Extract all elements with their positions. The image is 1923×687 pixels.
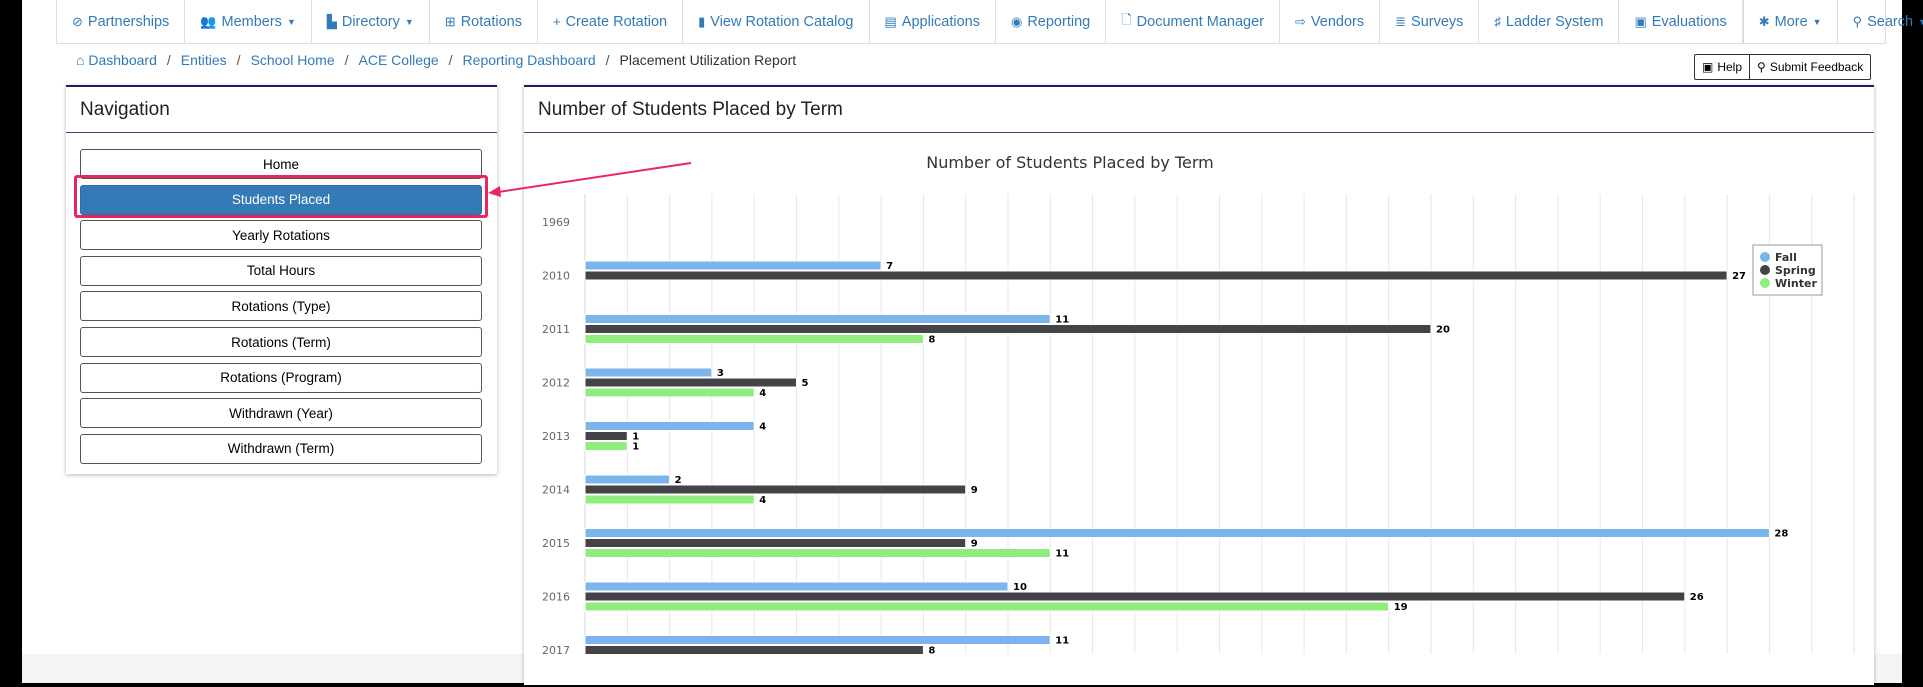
nav-label: Rotations bbox=[460, 13, 522, 30]
search-icon: ⚲ bbox=[1852, 13, 1863, 29]
nav-members[interactable]: 👥 Members ▼ bbox=[185, 0, 312, 43]
nav-rotations[interactable]: ⊞ Rotations bbox=[430, 0, 538, 43]
breadcrumb-label: Entities bbox=[180, 52, 227, 68]
chart-panel: Number of Students Placed by Term bbox=[524, 85, 1874, 685]
nav-label: Ladder System bbox=[1505, 13, 1604, 30]
help-button[interactable]: ▣ Help bbox=[1695, 55, 1749, 79]
id-card-icon: ▤ bbox=[884, 13, 897, 29]
nav-button-rotations-program[interactable]: Rotations (Program) bbox=[80, 362, 482, 393]
grid-icon: ⊞ bbox=[444, 13, 456, 29]
help-toolbar: ▣ Help ⚲ Submit Feedback bbox=[1694, 54, 1872, 80]
ladder-icon: ♯ bbox=[1494, 14, 1501, 29]
breadcrumb-label: Dashboard bbox=[88, 52, 157, 68]
nav-label: Applications bbox=[901, 13, 980, 30]
file-icon: 🗋 bbox=[1121, 11, 1132, 27]
nav-more[interactable]: ✱ More ▼ bbox=[1744, 0, 1838, 43]
nav-view-rotation-catalog[interactable]: ▮ View Rotation Catalog bbox=[683, 0, 870, 43]
feedback-icon: ⚲ bbox=[1757, 60, 1766, 74]
breadcrumb-separator: / bbox=[605, 52, 610, 68]
nav-label: View Rotation Catalog bbox=[710, 13, 854, 30]
breadcrumb-label: School Home bbox=[250, 52, 335, 68]
nav-partnerships[interactable]: ⊘ Partnerships bbox=[57, 0, 186, 43]
nav-vendors[interactable]: ⇨ Vendors bbox=[1280, 0, 1381, 43]
breadcrumb-separator: / bbox=[166, 52, 171, 68]
medkit-icon: ▣ bbox=[1702, 60, 1714, 74]
nav-button-students-placed[interactable]: Students Placed bbox=[80, 184, 482, 215]
breadcrumb-link[interactable]: School Home bbox=[251, 52, 335, 68]
breadcrumb-link[interactable]: ACE College bbox=[359, 52, 439, 68]
home-icon: ⌂ bbox=[76, 52, 89, 68]
help-label: Help bbox=[1717, 60, 1743, 74]
caret-down-icon: ▼ bbox=[404, 16, 414, 27]
feedback-label: Submit Feedback bbox=[1769, 60, 1864, 74]
breadcrumb-current: Placement Utilization Report bbox=[619, 52, 797, 68]
users-icon: 👥 bbox=[200, 13, 217, 29]
chart-panel-title: Number of Students Placed by Term bbox=[524, 87, 1874, 133]
caret-down-icon: ▼ bbox=[286, 16, 296, 27]
nav-label: Create Rotation bbox=[565, 13, 668, 30]
nav-ladder-system[interactable]: ♯ Ladder System bbox=[1479, 0, 1620, 43]
clipboard-icon: ▣ bbox=[1634, 13, 1647, 29]
caret-down-icon: ▼ bbox=[1918, 16, 1923, 27]
breadcrumb-separator: / bbox=[236, 52, 241, 68]
nav-button-yearly-rotations[interactable]: Yearly Rotations bbox=[80, 220, 482, 251]
nav-button-rotations-type[interactable]: Rotations (Type) bbox=[80, 291, 482, 322]
breadcrumb: ⌂ Dashboard / Entities / School Home / ACE Col… bbox=[76, 52, 796, 68]
nav-label: Search bbox=[1867, 13, 1914, 30]
link-icon: ⊘ bbox=[72, 13, 83, 29]
navbar-spacer bbox=[1742, 0, 1744, 43]
plus-icon: + bbox=[552, 14, 561, 29]
nav-evaluations[interactable]: ▣ Evaluations bbox=[1619, 0, 1743, 43]
nav-search[interactable]: ⚲ Search ▼ bbox=[1838, 0, 1923, 43]
breadcrumb-separator: / bbox=[344, 52, 349, 68]
nav-button-home[interactable]: Home bbox=[80, 149, 482, 179]
nav-label: More bbox=[1774, 13, 1808, 30]
breadcrumb-link[interactable]: Entities bbox=[181, 52, 227, 68]
nav-label: Directory bbox=[341, 13, 400, 30]
caret-down-icon: ▼ bbox=[1812, 16, 1822, 27]
nav-reporting[interactable]: ◉ Reporting bbox=[996, 0, 1107, 43]
breadcrumb-label: ACE College bbox=[358, 52, 439, 68]
list-icon: ≣ bbox=[1395, 13, 1407, 29]
directory-icon: ▙ bbox=[326, 13, 337, 29]
nav-label: Vendors bbox=[1310, 13, 1365, 30]
gear-icon: ✱ bbox=[1758, 13, 1770, 29]
nav-label: Partnerships bbox=[87, 13, 170, 30]
sign-in-icon: ⇨ bbox=[1295, 13, 1306, 29]
nav-document-manager[interactable]: 🗋 Document Manager bbox=[1106, 0, 1280, 43]
top-navbar: ⊘ Partnerships 👥 Members ▼ ▙ Directory ▼ ⊞ Rotati… bbox=[56, 0, 1923, 44]
nav-label: Members bbox=[221, 13, 282, 30]
book-icon: ▮ bbox=[698, 13, 706, 29]
nav-button-withdrawn-year[interactable]: Withdrawn (Year) bbox=[80, 398, 482, 429]
breadcrumb-link[interactable]: Reporting Dashboard bbox=[463, 52, 596, 68]
nav-label: Reporting bbox=[1027, 13, 1091, 30]
dashboard-icon: ◉ bbox=[1010, 13, 1023, 29]
nav-create-rotation[interactable]: + Create Rotation bbox=[538, 0, 684, 43]
nav-button-total-hours[interactable]: Total Hours bbox=[80, 255, 482, 286]
highlight-box bbox=[74, 175, 488, 218]
nav-directory[interactable]: ▙ Directory ▼ bbox=[312, 0, 430, 43]
breadcrumb-separator: / bbox=[448, 52, 453, 68]
breadcrumb-label: Reporting Dashboard bbox=[462, 52, 596, 68]
submit-feedback-button[interactable]: ⚲ Submit Feedback bbox=[1749, 55, 1870, 79]
navigation-title: Navigation bbox=[66, 87, 497, 133]
nav-label: Evaluations bbox=[1651, 13, 1727, 30]
navigation-panel: Navigation Home Students Placed Yearly Rot… bbox=[66, 85, 497, 474]
nav-applications[interactable]: ▤ Applications bbox=[870, 0, 996, 43]
breadcrumb-link[interactable]: ⌂ Dashboard bbox=[76, 52, 157, 68]
nav-surveys[interactable]: ≣ Surveys bbox=[1380, 0, 1480, 43]
nav-label: Document Manager bbox=[1136, 13, 1264, 30]
nav-button-rotations-term[interactable]: Rotations (Term) bbox=[80, 327, 482, 357]
nav-label: Surveys bbox=[1411, 13, 1464, 30]
nav-button-withdrawn-term[interactable]: Withdrawn (Term) bbox=[80, 433, 482, 464]
